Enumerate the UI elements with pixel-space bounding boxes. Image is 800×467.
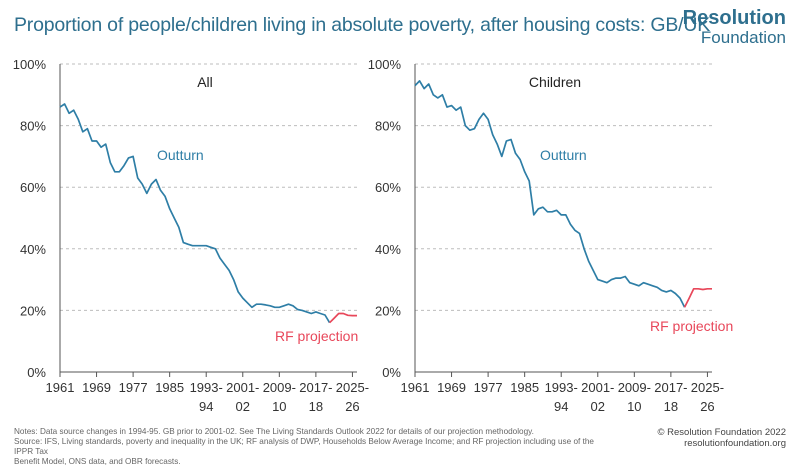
y-tick-label: 80% bbox=[375, 119, 401, 134]
y-tick-label: 40% bbox=[375, 242, 401, 257]
y-tick-label: 60% bbox=[20, 180, 46, 195]
x-tick-label: 2001- bbox=[581, 380, 614, 395]
x-tick-label: 1985 bbox=[155, 380, 184, 395]
x-tick-label-line2: 94 bbox=[199, 399, 213, 414]
panel-title: Children bbox=[529, 74, 581, 90]
resolution-foundation-logo: Resolution Foundation bbox=[683, 8, 786, 46]
panel-title: All bbox=[197, 74, 213, 90]
x-tick-label: 2025- bbox=[336, 380, 369, 395]
x-tick-label-line2: 10 bbox=[627, 399, 641, 414]
logo-line2: Foundation bbox=[700, 28, 786, 47]
x-tick-label-line2: 26 bbox=[700, 399, 714, 414]
x-tick-label: 2017- bbox=[654, 380, 687, 395]
x-tick-label: 1961 bbox=[46, 380, 75, 395]
x-tick-label: 2001- bbox=[226, 380, 259, 395]
y-tick-label: 100% bbox=[368, 57, 402, 72]
x-tick-label-line2: 94 bbox=[554, 399, 568, 414]
footnote-line: Benefit Model, ONS data, and OBR forecas… bbox=[14, 457, 181, 466]
chart-title: Proportion of people/children living in … bbox=[14, 14, 711, 36]
x-tick-label: 1961 bbox=[401, 380, 430, 395]
x-tick-label: 1985 bbox=[510, 380, 539, 395]
annotation-outturn: Outturn bbox=[540, 147, 587, 163]
x-tick-label: 1977 bbox=[474, 380, 503, 395]
x-tick-label: 1969 bbox=[82, 380, 111, 395]
y-tick-label: 80% bbox=[20, 119, 46, 134]
x-tick-label: 2025- bbox=[691, 380, 724, 395]
copyright: © Resolution Foundation 2022 resolutionf… bbox=[658, 427, 786, 449]
y-tick-label: 20% bbox=[20, 303, 46, 318]
y-tick-label: 20% bbox=[375, 303, 401, 318]
y-tick-label: 40% bbox=[20, 242, 46, 257]
annotation-outturn: Outturn bbox=[157, 147, 204, 163]
series-line-outturn bbox=[59, 103, 331, 324]
x-tick-label-line2: 26 bbox=[345, 399, 359, 414]
y-tick-label: 60% bbox=[375, 180, 401, 195]
series-line-outturn bbox=[414, 80, 686, 308]
chart-panel-0: 0% 20% 40% 60% 80% 100% 1961 1969 1977 1985 1993- 9… bbox=[13, 57, 369, 414]
x-tick-label: 1969 bbox=[437, 380, 466, 395]
copyright-url: resolutionfoundation.org bbox=[684, 438, 786, 449]
x-tick-label-line2: 18 bbox=[664, 399, 678, 414]
annotation-projection: RF projection bbox=[650, 318, 733, 334]
annotation-projection: RF projection bbox=[275, 328, 358, 344]
footnote-line: Notes: Data source changes in 1994-95. G… bbox=[14, 427, 534, 436]
x-tick-label: 1993- bbox=[190, 380, 223, 395]
footnotes: Notes: Data source changes in 1994-95. G… bbox=[14, 427, 614, 467]
x-tick-label-line2: 02 bbox=[591, 399, 605, 414]
x-tick-label: 2009- bbox=[263, 380, 296, 395]
charts-canvas: 0%20%40%60%80%100%1961 1969 1977 1985 1993-9… bbox=[13, 57, 734, 414]
logo-line1: Resolution bbox=[682, 7, 786, 29]
x-tick-label: 1993- bbox=[545, 380, 578, 395]
x-tick-label-line2: 10 bbox=[272, 399, 286, 414]
x-tick-label: 2009- bbox=[618, 380, 651, 395]
copyright-line: © Resolution Foundation 2022 bbox=[657, 427, 786, 438]
y-tick-label: 100% bbox=[13, 57, 47, 72]
y-tick-label: 0% bbox=[27, 365, 46, 380]
x-tick-label: 1977 bbox=[119, 380, 148, 395]
chart-panel-1: 0% 20% 40% 60% 80% 100% 1961 1969 1977 1985 1993- 9… bbox=[368, 57, 734, 414]
x-tick-label-line2: 18 bbox=[309, 399, 323, 414]
x-tick-label-line2: 02 bbox=[236, 399, 250, 414]
series-line-projection bbox=[683, 287, 712, 308]
x-tick-label: 2017- bbox=[299, 380, 332, 395]
footnote-line: Source: IFS, Living standards, poverty a… bbox=[14, 437, 594, 456]
y-tick-label: 0% bbox=[382, 365, 401, 380]
series-line-projection bbox=[328, 312, 357, 324]
